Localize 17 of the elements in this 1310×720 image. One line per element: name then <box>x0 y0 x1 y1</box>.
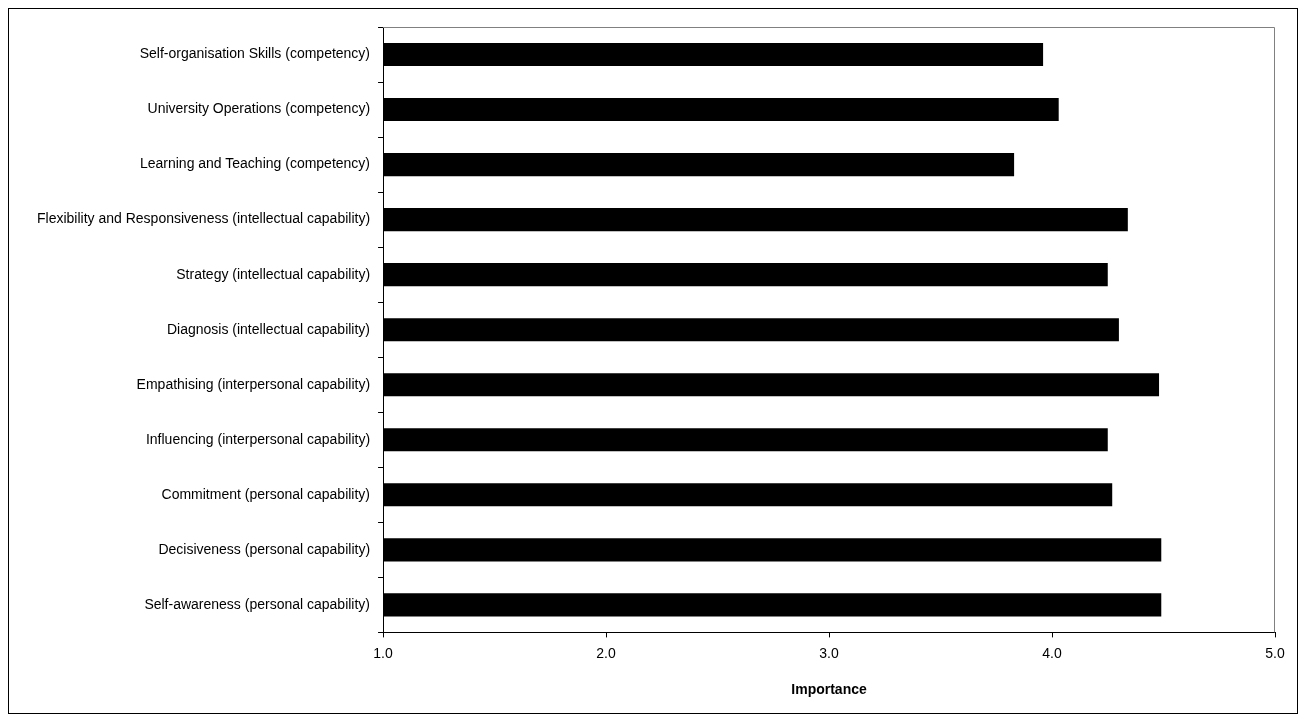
x-tick-label: 3.0 <box>819 644 839 661</box>
x-tick-label: 1.0 <box>373 644 393 661</box>
y-tick-label: Self-awareness (personal capability) <box>144 595 371 612</box>
y-tick-label: Strategy (intellectual capability) <box>176 265 371 282</box>
x-tick-label: 4.0 <box>1042 644 1062 661</box>
y-tick-label: Learning and Teaching (competency) <box>139 155 371 172</box>
y-tick-label: Self-organisation Skills (competency) <box>139 45 371 62</box>
x-axis-title: Importance <box>791 681 867 698</box>
y-tick-label: Commitment (personal capability) <box>161 485 371 502</box>
y-tick-label: University Operations (competency) <box>147 100 371 117</box>
y-tick-label: Influencing (interpersonal capability) <box>145 430 371 447</box>
x-tick-label: 5.0 <box>1265 644 1285 661</box>
y-tick-label: Diagnosis (intellectual capability) <box>166 320 371 337</box>
y-tick-label: Empathising (interpersonal capability) <box>136 375 371 392</box>
y-tick-label: Decisiveness (personal capability) <box>158 540 371 557</box>
x-tick-label: 2.0 <box>596 644 616 661</box>
y-tick-label: Flexibility and Responsiveness (intellectual capability) <box>37 210 371 227</box>
